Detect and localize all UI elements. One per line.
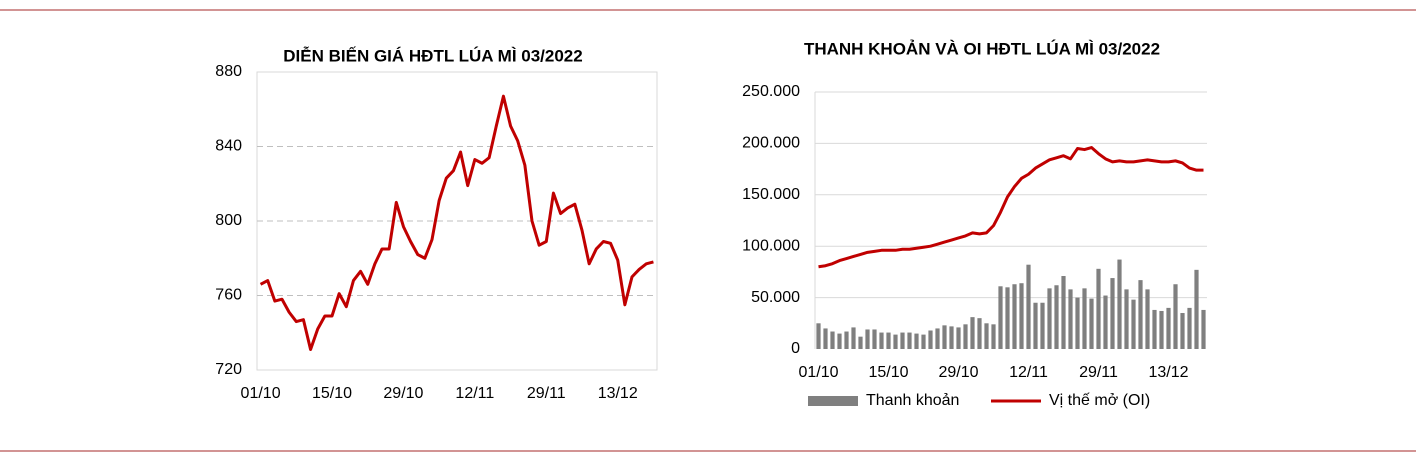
y-tick-label: 800 <box>215 212 242 229</box>
bar <box>914 333 919 349</box>
chart-title: THANH KHOẢN VÀ OI HĐTL LÚA MÌ 03/2022 <box>804 39 1160 58</box>
bar <box>900 332 905 349</box>
y-tick-label: 100.000 <box>742 237 800 254</box>
price-line <box>259 94 654 352</box>
bar <box>837 333 842 349</box>
bar <box>921 334 926 349</box>
bar <box>1159 310 1164 349</box>
y-tick-label: 250.000 <box>742 83 800 100</box>
bar <box>1040 302 1045 349</box>
bar <box>998 286 1003 349</box>
y-tick-label: 0 <box>791 340 800 357</box>
bar <box>1131 299 1136 349</box>
bar <box>872 329 877 349</box>
bar <box>1019 283 1024 349</box>
x-tick-label: 29/11 <box>527 385 566 402</box>
bar <box>970 317 975 349</box>
bar <box>1047 288 1052 349</box>
bar <box>935 328 940 349</box>
bar <box>1068 289 1073 349</box>
x-tick-label: 29/10 <box>383 385 423 402</box>
bar <box>991 324 996 349</box>
bar <box>1061 276 1066 349</box>
bar <box>963 324 968 349</box>
bar <box>949 326 954 349</box>
bar <box>1117 259 1122 349</box>
bar <box>844 331 849 349</box>
legend-label: Thanh khoản <box>866 392 959 409</box>
bar <box>1089 298 1094 349</box>
legend-label: Vị thế mở (OI) <box>1049 392 1150 409</box>
y-tick-label: 720 <box>215 361 242 378</box>
x-tick-label: 12/11 <box>1009 364 1048 381</box>
bar <box>1194 269 1199 349</box>
y-tick-label: 760 <box>215 287 242 304</box>
x-tick-label: 15/10 <box>868 364 908 381</box>
bar <box>1054 285 1059 349</box>
oi-line <box>818 146 1204 269</box>
bar <box>1166 307 1171 349</box>
bar <box>1201 309 1206 349</box>
x-tick-label: 13/12 <box>598 385 638 402</box>
x-tick-label: 13/12 <box>1148 364 1188 381</box>
bar <box>1110 278 1115 349</box>
bar <box>886 332 891 349</box>
bar <box>942 325 947 349</box>
bar <box>1026 264 1031 349</box>
bar <box>1082 288 1087 349</box>
bar <box>1124 289 1129 349</box>
bar <box>851 327 856 349</box>
bar <box>907 332 912 349</box>
x-tick-label: 29/10 <box>938 364 978 381</box>
bar <box>1145 289 1150 349</box>
x-tick-label: 12/11 <box>455 385 494 402</box>
y-tick-label: 50.000 <box>751 289 800 306</box>
bar <box>1152 309 1157 349</box>
bar <box>1012 284 1017 349</box>
bar <box>1096 268 1101 349</box>
bar <box>1180 313 1185 349</box>
bar <box>1173 284 1178 349</box>
bar <box>956 327 961 349</box>
bar <box>823 328 828 349</box>
bar <box>1005 287 1010 349</box>
bar <box>1103 295 1108 349</box>
x-tick-label: 29/11 <box>1079 364 1118 381</box>
y-tick-label: 150.000 <box>742 186 800 203</box>
bar <box>893 334 898 349</box>
bar <box>858 336 863 349</box>
bar <box>1187 307 1192 349</box>
y-tick-label: 880 <box>215 63 242 80</box>
x-tick-label: 01/10 <box>798 364 838 381</box>
bar <box>928 330 933 349</box>
y-tick-label: 840 <box>215 138 242 155</box>
bar <box>830 331 835 349</box>
bar <box>879 332 884 349</box>
chart-title: DIỄN BIẾN GIÁ HĐTL LÚA MÌ 03/2022 <box>283 46 582 65</box>
y-tick-label: 200.000 <box>742 135 800 152</box>
bar <box>816 323 821 349</box>
x-tick-label: 01/10 <box>241 385 281 402</box>
bar <box>977 318 982 349</box>
legend-swatch <box>808 396 858 406</box>
bar <box>865 329 870 349</box>
bar <box>1075 297 1080 349</box>
bar <box>984 323 989 349</box>
bar <box>1138 280 1143 349</box>
bar <box>1033 302 1038 349</box>
x-tick-label: 15/10 <box>312 385 352 402</box>
